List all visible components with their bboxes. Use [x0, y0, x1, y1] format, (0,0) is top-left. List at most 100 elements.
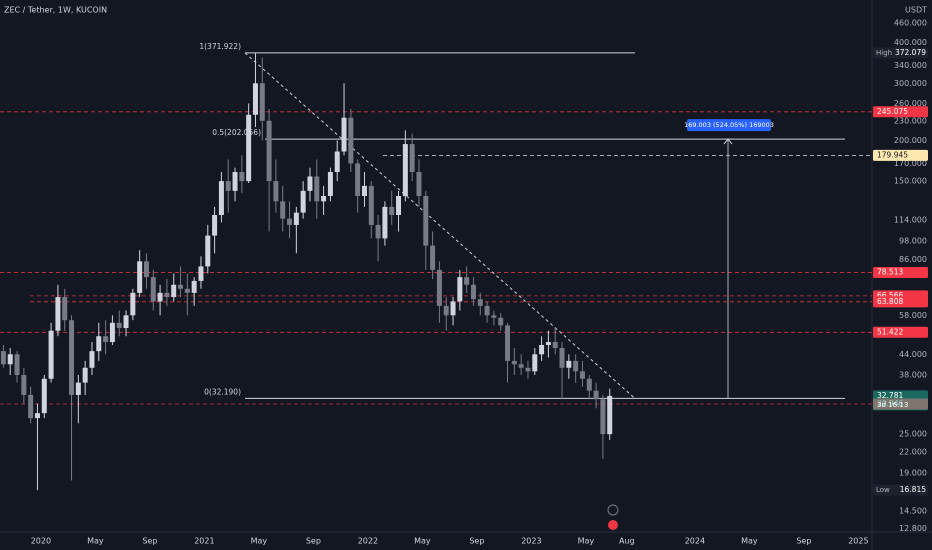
x-tick-label: 2021 — [194, 537, 214, 546]
candle-body — [293, 212, 299, 225]
candle-body — [341, 117, 347, 152]
candle-body — [579, 371, 585, 379]
candle — [361, 172, 367, 207]
candle-body — [157, 292, 163, 302]
low-label-bg — [873, 484, 928, 496]
candle — [396, 190, 402, 232]
y-tick-label: 14.500 — [899, 507, 927, 516]
candle-body — [212, 215, 218, 236]
candle-body — [327, 172, 333, 197]
candle-body — [334, 151, 340, 173]
candle-body — [450, 301, 456, 316]
candle — [103, 320, 109, 355]
candle — [505, 322, 511, 383]
candle-body — [498, 317, 504, 326]
candle-body — [470, 284, 476, 300]
candle-body — [273, 181, 279, 202]
candle — [232, 167, 238, 202]
trend-line — [244, 52, 636, 399]
candle-body — [252, 83, 258, 115]
price-line-label: 179.945 — [877, 150, 908, 159]
countdown: 3d 16:13 — [877, 401, 908, 409]
candle — [566, 354, 572, 379]
candle-body — [198, 266, 204, 281]
event-icon[interactable] — [608, 520, 618, 530]
candle-body — [96, 336, 102, 352]
price-line-label: 245.075 — [877, 107, 908, 116]
candle — [246, 103, 252, 184]
candle-body — [246, 114, 252, 182]
candle — [89, 342, 95, 376]
lightning-icon[interactable] — [607, 504, 619, 516]
candle — [559, 342, 565, 400]
candle — [55, 284, 61, 337]
candle-body — [300, 190, 306, 213]
x-tick-label: May — [414, 537, 431, 546]
candle-body — [178, 284, 184, 289]
y-tick-label: 25.000 — [899, 430, 927, 439]
candle — [600, 394, 606, 459]
fib-label: 0.5(202.056) — [212, 128, 261, 137]
y-tick-label: 12.800 — [899, 524, 927, 533]
candle-body — [184, 288, 190, 293]
candle — [123, 310, 129, 337]
candle — [218, 172, 224, 223]
candle — [409, 133, 415, 182]
x-tick-label: Sep — [142, 537, 157, 546]
candle — [171, 273, 177, 302]
x-tick-label: 2024 — [685, 537, 705, 546]
high-label: High — [876, 49, 892, 57]
y-tick-label: 44.000 — [899, 350, 927, 359]
candle-body — [402, 144, 408, 197]
x-tick-label: 2020 — [31, 537, 51, 546]
candle-body — [205, 235, 211, 267]
candle — [184, 273, 190, 316]
candle-body — [62, 297, 68, 321]
candle-body — [430, 245, 436, 270]
candle — [198, 256, 204, 289]
candle-body — [355, 163, 361, 197]
candle-body — [511, 360, 517, 365]
candle-body — [586, 378, 592, 391]
candle — [382, 201, 388, 246]
candle — [273, 159, 279, 213]
candle-body — [69, 320, 75, 395]
candle-body — [518, 364, 524, 368]
candle-body — [423, 196, 429, 246]
candle — [334, 140, 340, 182]
candle-body — [566, 360, 572, 368]
price-line-label-bg — [873, 296, 928, 308]
y-tick-label: 300.000 — [894, 79, 927, 88]
candle — [579, 360, 585, 387]
chart-title: ZEC / Tether, 1W, KUCOIN — [4, 6, 107, 15]
candle — [552, 328, 558, 355]
candle — [116, 310, 122, 337]
candle — [34, 403, 40, 491]
candle — [137, 250, 143, 298]
x-tick-label: Sep — [796, 537, 811, 546]
candle-body — [361, 185, 367, 197]
candle — [69, 315, 75, 481]
candle — [539, 336, 545, 361]
candle — [593, 382, 599, 409]
candle — [62, 288, 68, 331]
candle-body — [368, 185, 374, 225]
candle — [191, 277, 197, 306]
candle-body — [28, 394, 34, 419]
x-tick-label: Sep — [306, 537, 321, 546]
candle-body — [164, 292, 170, 298]
candle — [518, 354, 524, 376]
candle — [402, 130, 408, 202]
candle-body — [505, 325, 511, 361]
candle — [178, 266, 184, 298]
x-tick-label: May — [741, 537, 758, 546]
candle — [75, 375, 81, 424]
candle — [341, 83, 347, 156]
candle — [259, 57, 265, 141]
candle — [477, 292, 483, 316]
y-tick-label: 260.000 — [894, 99, 927, 108]
candle — [205, 224, 211, 274]
high-label-bg — [873, 47, 928, 59]
candle — [355, 159, 361, 213]
